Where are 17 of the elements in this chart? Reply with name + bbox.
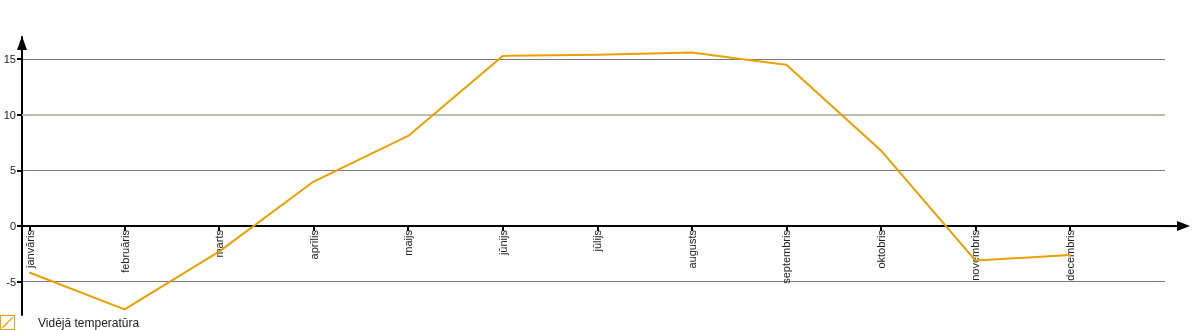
y-tick-label: 5 xyxy=(9,164,16,177)
y-tick-label: 15 xyxy=(3,53,16,66)
x-tick-label: janvāris xyxy=(24,229,36,269)
legend-label: Vidējā temperatūra xyxy=(38,315,140,330)
y-tick-label: 10 xyxy=(3,108,16,121)
x-tick-label: septembris xyxy=(780,229,793,284)
x-tick-label: maijs xyxy=(402,229,415,256)
x-tick-label: oktobris xyxy=(874,229,887,269)
x-tick-label: aprīlis xyxy=(307,229,320,260)
y-tick-label: -5 xyxy=(6,275,16,288)
y-tick-label: 0 xyxy=(9,220,16,233)
x-tick-label: jūlijs xyxy=(591,229,604,253)
x-tick-label: jūnijs xyxy=(496,229,509,257)
x-tick-label: augusts xyxy=(685,229,698,269)
x-tick-label: decembris xyxy=(1064,229,1076,281)
x-tick-label: novembris xyxy=(969,229,982,281)
x-tick-label: februāris xyxy=(118,229,131,273)
